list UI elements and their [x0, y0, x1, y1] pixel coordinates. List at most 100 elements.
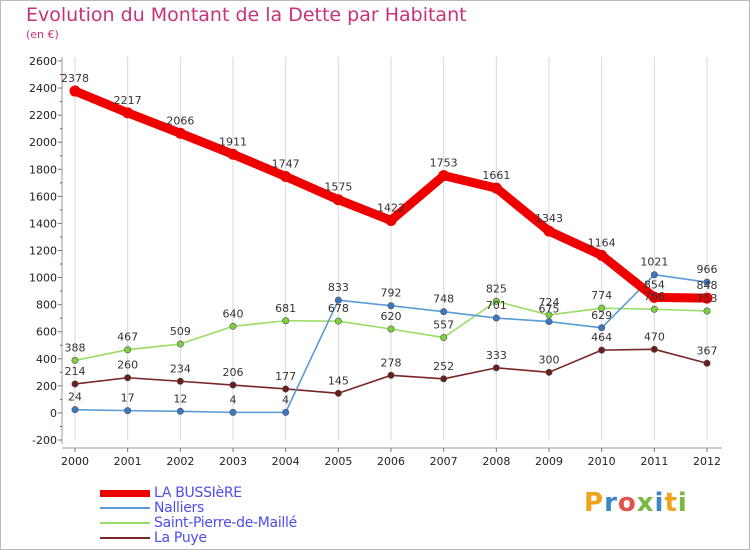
- data-point: [545, 318, 553, 326]
- data-point: [701, 292, 713, 304]
- data-label: 966: [697, 263, 718, 276]
- proxiti-logo: Proxiti: [584, 488, 688, 518]
- data-label: 214: [65, 365, 86, 378]
- data-label: 2066: [166, 114, 194, 127]
- data-label: 260: [117, 359, 138, 372]
- data-point: [543, 225, 555, 237]
- data-label: 24: [68, 391, 82, 404]
- data-label: 1343: [535, 212, 563, 225]
- data-point: [122, 107, 134, 119]
- x-tick-label: 2011: [640, 455, 668, 468]
- legend-label: LA BUSSIèRE: [154, 485, 242, 501]
- data-label: 367: [697, 344, 718, 357]
- x-tick-label: 2012: [693, 455, 721, 468]
- x-tick-label: 2007: [430, 455, 458, 468]
- logo-letter: r: [604, 488, 618, 518]
- data-label: 825: [486, 282, 507, 295]
- data-label: 1422: [377, 201, 405, 214]
- data-label: 4: [230, 393, 237, 406]
- data-point: [598, 304, 606, 312]
- data-point: [385, 214, 397, 226]
- legend-swatch: [100, 522, 150, 524]
- data-label: 701: [486, 299, 507, 312]
- data-label: 792: [381, 287, 402, 300]
- x-tick-label: 2008: [482, 455, 510, 468]
- data-label: 1575: [324, 181, 352, 194]
- data-point: [596, 249, 608, 261]
- data-point: [229, 322, 237, 330]
- data-point: [387, 302, 395, 310]
- data-label: 1021: [640, 256, 668, 269]
- x-tick-label: 2001: [114, 455, 142, 468]
- y-tick-label: 2400: [29, 82, 57, 95]
- logo-letter: x: [636, 488, 655, 518]
- data-point: [492, 314, 500, 322]
- axes: -200 0 200 400 600 800 1000 1200 1400 1600 1800 200…: [29, 55, 722, 468]
- y-tick-label: 1000: [29, 272, 57, 285]
- x-tick-label: 2006: [377, 455, 405, 468]
- data-label: 388: [65, 341, 86, 354]
- y-tick-label: 600: [36, 326, 57, 339]
- data-point: [280, 170, 292, 182]
- y-tick-label: 1800: [29, 163, 57, 176]
- logo-letter: i: [677, 488, 688, 518]
- data-point: [176, 377, 184, 385]
- data-label: 748: [433, 293, 454, 306]
- data-point: [124, 407, 132, 415]
- y-tick-label: 2000: [29, 136, 57, 149]
- data-point: [332, 194, 344, 206]
- y-tick-label: 1600: [29, 190, 57, 203]
- chart-subtitle: (en €): [26, 28, 59, 41]
- data-label: 774: [591, 289, 612, 302]
- data-point: [282, 385, 290, 393]
- y-tick-label: 200: [36, 380, 57, 393]
- logo-letter: i: [654, 488, 665, 518]
- data-label: 2378: [61, 72, 89, 85]
- data-point: [124, 374, 132, 382]
- y-tick-label: 0: [50, 407, 57, 420]
- data-label: 854: [644, 278, 665, 291]
- data-label: 678: [328, 302, 349, 315]
- data-point: [334, 296, 342, 304]
- y-tick-label: 400: [36, 353, 57, 366]
- x-tick-label: 2005: [324, 455, 352, 468]
- data-label: 12: [173, 392, 187, 405]
- data-point: [598, 324, 606, 332]
- data-label: 145: [328, 374, 349, 387]
- data-label: 753: [697, 292, 718, 305]
- y-tick-label: 800: [36, 299, 57, 312]
- data-point: [490, 182, 502, 194]
- data-point: [650, 271, 658, 279]
- x-tick-label: 2010: [588, 455, 616, 468]
- data-label: 1753: [430, 157, 458, 170]
- data-label: 467: [117, 331, 138, 344]
- data-point: [650, 305, 658, 313]
- legend-swatch: [100, 490, 150, 497]
- data-point: [598, 346, 606, 354]
- data-point: [387, 371, 395, 379]
- data-point: [334, 389, 342, 397]
- data-label: 206: [223, 366, 244, 379]
- data-label: 2217: [114, 94, 142, 107]
- data-point: [69, 85, 81, 97]
- legend-swatch: [100, 537, 150, 539]
- x-tick-label: 2002: [166, 455, 194, 468]
- data-label: 681: [275, 302, 296, 315]
- data-label: 1661: [482, 169, 510, 182]
- x-tick-label: 2004: [272, 455, 300, 468]
- y-tick-label: -200: [32, 434, 57, 447]
- data-label: 557: [433, 319, 454, 332]
- data-point: [282, 408, 290, 416]
- data-label: 333: [486, 349, 507, 362]
- data-label: 848: [697, 279, 718, 292]
- logo-letter: o: [617, 488, 637, 518]
- data-point: [650, 345, 658, 353]
- data-point: [492, 297, 500, 305]
- data-label: 17: [121, 392, 135, 405]
- data-label: 833: [328, 281, 349, 294]
- y-tick-label: 1200: [29, 245, 57, 258]
- data-point: [282, 317, 290, 325]
- x-tick-label: 2009: [535, 455, 563, 468]
- data-point: [229, 381, 237, 389]
- data-point: [438, 170, 450, 182]
